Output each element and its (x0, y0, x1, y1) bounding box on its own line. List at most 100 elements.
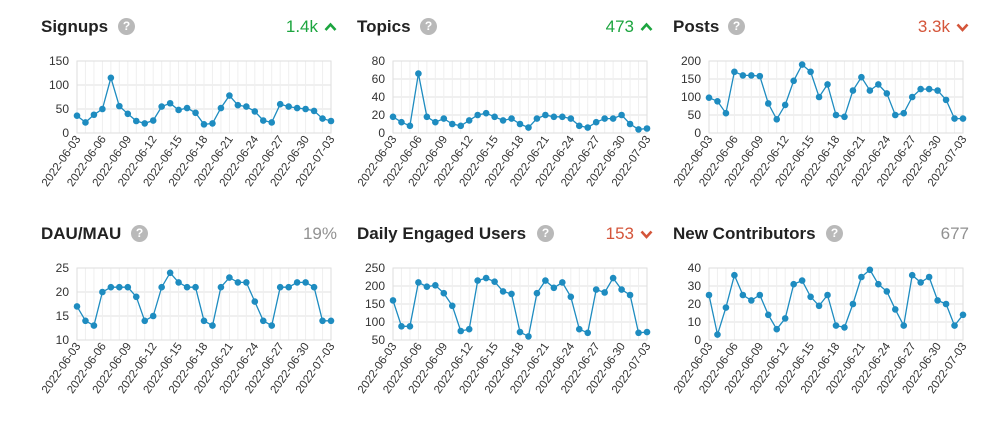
data-point (934, 297, 941, 304)
data-point (293, 279, 301, 286)
data-point (209, 322, 216, 329)
data-point (764, 100, 772, 107)
data-point (226, 274, 233, 281)
data-point (942, 300, 950, 308)
y-tick-label: 40 (688, 261, 702, 275)
report-title[interactable]: Topics (357, 17, 411, 36)
data-point (584, 124, 592, 131)
data-point (90, 111, 98, 119)
data-point (891, 306, 899, 313)
y-tick-label: 0 (378, 126, 385, 140)
data-point (832, 111, 840, 119)
signups-chart: 0501001502022-06-032022-06-062022-06-092… (40, 54, 338, 189)
data-point (575, 122, 583, 130)
data-point (415, 279, 422, 286)
data-point (550, 113, 558, 121)
data-point (626, 291, 634, 299)
data-point (99, 105, 106, 113)
question-circle-icon[interactable]: ? (118, 18, 135, 35)
data-point (132, 293, 140, 301)
data-point (448, 120, 456, 128)
data-point (293, 104, 301, 112)
data-point (807, 68, 814, 76)
question-circle-icon[interactable]: ? (131, 225, 148, 242)
data-point (226, 92, 233, 99)
report-title[interactable]: Signups (41, 17, 109, 36)
data-point (756, 291, 764, 299)
trend-value: 473 (605, 17, 634, 36)
data-point (575, 325, 583, 333)
data-point (499, 117, 507, 124)
data-point (567, 293, 575, 301)
data-point (302, 279, 309, 286)
data-point (798, 277, 806, 284)
report-title[interactable]: New Contributors (673, 224, 816, 243)
data-point (259, 317, 267, 325)
data-point (951, 115, 958, 122)
y-tick-label: 150 (681, 72, 701, 86)
new-contributors-report: New Contributors ? 677 0 10 20 30 40 2022-06-… (672, 220, 988, 425)
y-tick-label: 200 (681, 54, 701, 68)
data-point (158, 103, 165, 110)
data-point (209, 120, 216, 127)
data-point (951, 322, 958, 329)
y-tick-label: 25 (56, 261, 70, 275)
data-point (389, 113, 397, 121)
question-circle-icon[interactable]: ? (826, 225, 843, 242)
y-tick-label: 50 (688, 108, 702, 122)
data-point (200, 121, 208, 128)
posts-chart: 0501001502002022-06-032022-06-062022-06-… (672, 54, 970, 189)
report-title[interactable]: DAU/MAU (41, 224, 122, 243)
question-circle-icon[interactable]: ? (537, 225, 554, 242)
data-point (883, 288, 891, 295)
data-point (423, 113, 431, 121)
data-point (533, 289, 541, 297)
data-point (319, 115, 326, 122)
question-circle-icon[interactable]: ? (728, 18, 745, 35)
data-point (251, 298, 259, 305)
data-point (175, 279, 182, 286)
y-tick-label: 10 (56, 333, 70, 347)
report-title[interactable]: Daily Engaged Users (357, 224, 527, 243)
question-circle-icon[interactable]: ? (420, 18, 437, 35)
data-point (200, 317, 208, 325)
report-title[interactable]: Posts (673, 17, 720, 36)
data-point (764, 311, 772, 319)
data-point (175, 106, 182, 114)
data-point (542, 277, 549, 284)
y-tick-label: 0 (694, 333, 701, 347)
data-point (192, 283, 199, 291)
data-point (790, 280, 797, 288)
data-point (448, 302, 456, 310)
trend-value: 1.4k (285, 17, 318, 36)
data-point (124, 283, 132, 291)
data-point (900, 322, 908, 329)
data-point (542, 111, 549, 119)
data-point (739, 291, 747, 299)
data-point (491, 278, 498, 285)
data-point (781, 315, 789, 322)
y-tick-label: 30 (688, 279, 702, 293)
y-tick-label: 20 (688, 297, 702, 311)
y-tick-label: 10 (688, 315, 702, 329)
plot-frame (76, 60, 332, 134)
data-point (423, 283, 431, 291)
data-point (858, 273, 865, 281)
data-point (310, 107, 318, 115)
data-point (243, 103, 250, 110)
data-point (99, 288, 106, 296)
data-point (406, 122, 414, 130)
data-point (731, 68, 738, 76)
trend-value: 19% (302, 224, 337, 243)
data-point (824, 81, 831, 88)
daily-engaged-users-report: Daily Engaged Users ? 153 50 100 150 200 250… (356, 220, 673, 425)
data-point (917, 279, 924, 286)
data-point (875, 280, 882, 288)
data-point (217, 283, 225, 291)
dau-mau-chart: 101520252022-06-032022-06-062022-06-0920… (40, 261, 338, 396)
data-point (875, 81, 882, 88)
data-point (959, 311, 967, 319)
data-point (942, 96, 950, 104)
data-point (626, 120, 634, 128)
data-point (183, 283, 191, 291)
